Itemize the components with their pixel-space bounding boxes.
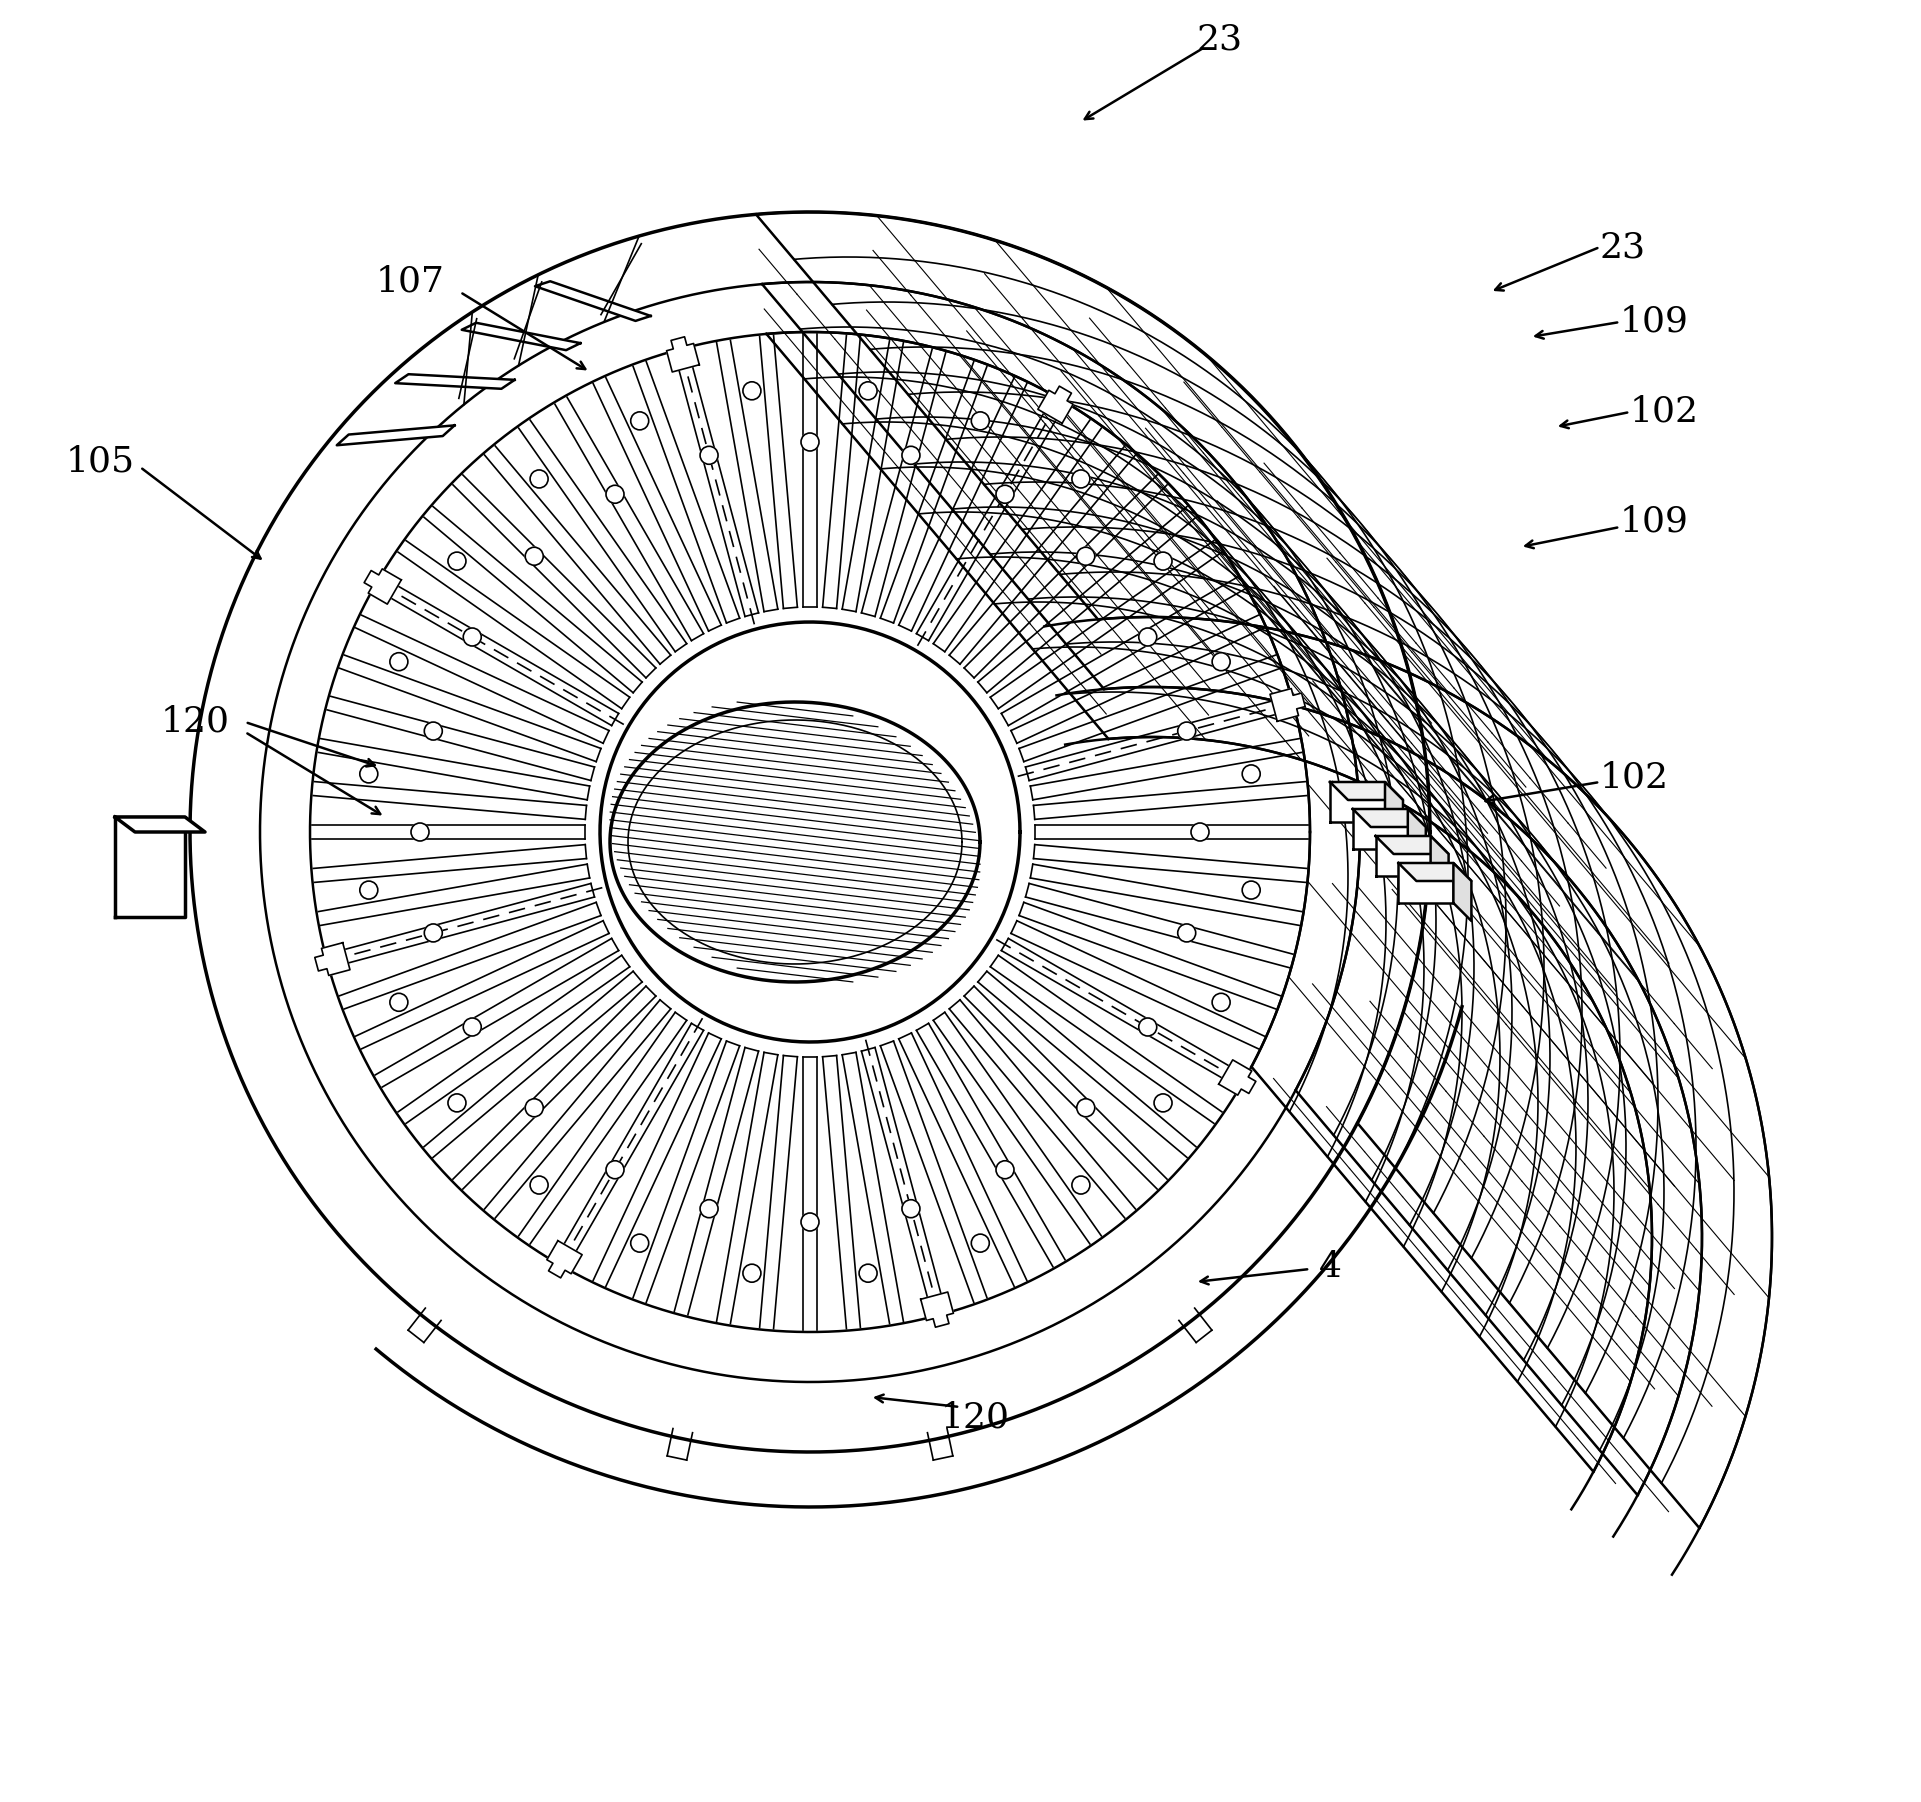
Circle shape: [463, 629, 482, 645]
Polygon shape: [611, 703, 980, 982]
Circle shape: [630, 413, 649, 431]
Circle shape: [1212, 993, 1229, 1011]
Circle shape: [972, 1234, 989, 1252]
Polygon shape: [1454, 863, 1471, 921]
Circle shape: [1078, 548, 1095, 566]
Polygon shape: [1431, 836, 1448, 894]
Circle shape: [699, 1200, 718, 1218]
Text: 120: 120: [941, 1400, 1010, 1434]
Polygon shape: [336, 425, 455, 445]
Circle shape: [1078, 1099, 1095, 1117]
Circle shape: [448, 1094, 467, 1112]
Text: 120: 120: [161, 705, 229, 739]
Circle shape: [390, 993, 407, 1011]
Polygon shape: [396, 375, 515, 389]
Circle shape: [699, 447, 718, 465]
Polygon shape: [1352, 809, 1408, 849]
Circle shape: [995, 485, 1014, 503]
Circle shape: [530, 1177, 547, 1195]
Circle shape: [1139, 629, 1156, 645]
Circle shape: [903, 447, 920, 465]
Text: 109: 109: [1619, 305, 1689, 339]
Polygon shape: [1329, 782, 1385, 822]
Circle shape: [605, 1160, 624, 1179]
Text: 107: 107: [377, 265, 444, 299]
Circle shape: [1072, 470, 1089, 488]
Circle shape: [972, 413, 989, 431]
Polygon shape: [1218, 1060, 1256, 1096]
Circle shape: [425, 723, 442, 741]
Circle shape: [1212, 652, 1229, 670]
Circle shape: [448, 551, 467, 569]
Circle shape: [1243, 881, 1260, 899]
Circle shape: [530, 470, 547, 488]
Polygon shape: [1329, 782, 1402, 800]
Circle shape: [1072, 1177, 1089, 1195]
Circle shape: [1155, 551, 1172, 569]
Polygon shape: [115, 816, 184, 917]
Polygon shape: [1385, 782, 1402, 840]
Circle shape: [1243, 764, 1260, 782]
Text: 4: 4: [1318, 1251, 1341, 1285]
Text: 102: 102: [1631, 395, 1698, 429]
Circle shape: [801, 1213, 818, 1231]
Circle shape: [463, 1018, 482, 1036]
Circle shape: [743, 1265, 761, 1283]
Polygon shape: [1398, 863, 1454, 903]
Circle shape: [605, 485, 624, 503]
Polygon shape: [667, 337, 699, 371]
Circle shape: [801, 432, 818, 450]
Polygon shape: [1408, 809, 1425, 867]
Circle shape: [995, 1160, 1014, 1179]
Text: 105: 105: [65, 445, 134, 479]
Circle shape: [1155, 1094, 1172, 1112]
Circle shape: [743, 382, 761, 400]
Circle shape: [524, 1099, 544, 1117]
Polygon shape: [461, 323, 580, 350]
Circle shape: [359, 881, 378, 899]
Polygon shape: [115, 816, 206, 833]
Circle shape: [859, 1265, 878, 1283]
Text: 102: 102: [1600, 760, 1669, 795]
Circle shape: [859, 382, 878, 400]
Text: 23: 23: [1600, 231, 1646, 265]
Polygon shape: [1037, 386, 1074, 423]
Circle shape: [390, 652, 407, 670]
Circle shape: [425, 924, 442, 942]
Polygon shape: [534, 281, 651, 321]
Polygon shape: [1352, 809, 1425, 827]
Text: 23: 23: [1197, 23, 1243, 58]
Circle shape: [903, 1200, 920, 1218]
Polygon shape: [920, 1292, 953, 1328]
Circle shape: [630, 1234, 649, 1252]
Circle shape: [524, 548, 544, 566]
Text: 109: 109: [1619, 505, 1689, 539]
Circle shape: [411, 824, 428, 842]
Polygon shape: [365, 569, 401, 604]
Polygon shape: [1398, 863, 1471, 881]
Polygon shape: [1375, 836, 1431, 876]
Circle shape: [1139, 1018, 1156, 1036]
Circle shape: [1178, 723, 1195, 741]
Circle shape: [359, 764, 378, 782]
Polygon shape: [315, 942, 350, 975]
Circle shape: [1178, 924, 1195, 942]
Polygon shape: [1375, 836, 1448, 854]
Circle shape: [1191, 824, 1208, 842]
Polygon shape: [547, 1242, 582, 1278]
Polygon shape: [1270, 688, 1304, 721]
